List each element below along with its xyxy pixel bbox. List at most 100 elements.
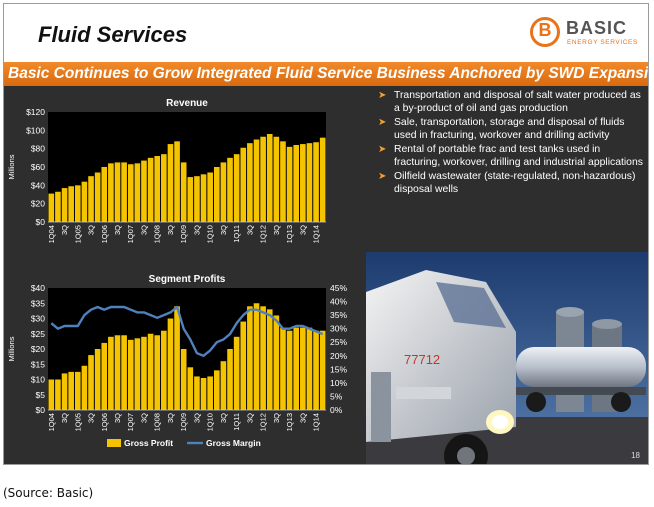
bullet-text: Transportation and disposal of salt wate…	[394, 90, 641, 114]
slide-header: Fluid Services B BASIC ENERGY SERVICES	[4, 4, 648, 62]
arrow-bullet-icon: ➤	[378, 90, 387, 101]
bullet-text: Oilfield wastewater (state-regulated, no…	[394, 171, 636, 195]
chart-title: Revenue	[166, 98, 208, 109]
bar	[240, 321, 247, 410]
bar	[134, 163, 141, 222]
x-tick-label: 3Q	[87, 413, 96, 423]
x-tick-label: 1Q13	[285, 413, 294, 431]
bar	[293, 327, 300, 410]
x-tick-label: 1Q12	[259, 413, 268, 431]
x-tick-label: 3Q	[139, 413, 148, 423]
bullet-item: ➤ Oilfield wastewater (state-regulated, …	[376, 171, 646, 196]
slide-title: Fluid Services	[38, 22, 188, 47]
headline-text: Basic Continues to Grow Integrated Fluid…	[8, 65, 649, 82]
gross-margin-line	[50, 305, 324, 358]
x-tick-label: 3Q	[192, 413, 201, 423]
y2-tick-label: 5%	[330, 391, 343, 401]
y-tick-label: $20	[31, 199, 45, 209]
legend-swatch-gross-profit	[107, 439, 121, 447]
bar	[167, 318, 174, 410]
bar	[200, 377, 207, 410]
bar	[147, 333, 154, 410]
x-tick-label: 1Q07	[126, 225, 135, 243]
x-tick-label: 1Q14	[312, 413, 321, 431]
bar	[174, 141, 180, 222]
bullet-text: Sale, transportation, storage and dispos…	[394, 117, 625, 141]
source-caption: (Source: Basic)	[3, 486, 94, 500]
slide: Fluid Services B BASIC ENERGY SERVICES B…	[3, 3, 649, 465]
bar	[319, 330, 326, 410]
bar	[266, 134, 273, 222]
bar	[286, 330, 293, 410]
y-tick-label: $80	[31, 144, 45, 154]
bar	[273, 315, 280, 410]
plot-area	[48, 112, 326, 222]
bar	[55, 191, 61, 222]
bar	[280, 327, 286, 410]
bar	[227, 349, 233, 410]
bar	[313, 330, 319, 410]
bar	[121, 162, 127, 222]
y2-tick-label: 25%	[330, 337, 347, 347]
y-tick-label: $15	[31, 359, 45, 369]
bar	[167, 144, 174, 222]
bar	[127, 339, 134, 410]
bar	[213, 370, 220, 410]
bar	[154, 335, 161, 410]
bullet-item: ➤ Transportation and disposal of salt wa…	[376, 90, 646, 115]
bar	[74, 371, 81, 410]
arrow-bullet-icon: ➤	[378, 117, 387, 128]
y-tick-label: $0	[36, 217, 46, 227]
y-axis-label: Millions	[7, 336, 16, 361]
bar	[121, 335, 127, 410]
bar	[194, 176, 200, 222]
x-tick-label: 3Q	[245, 225, 254, 235]
bar	[161, 330, 167, 410]
x-tick-label: 1Q05	[73, 225, 82, 243]
bar	[300, 327, 306, 410]
x-tick-label: 3Q	[60, 413, 69, 423]
bullet-item: ➤ Rental of portable frac and test tanks…	[376, 144, 646, 169]
bar	[48, 193, 55, 222]
logo-name: BASIC	[566, 18, 628, 38]
bar	[127, 164, 134, 222]
y-tick-label: $10	[31, 375, 45, 385]
bar	[74, 185, 81, 222]
arrow-bullet-icon: ➤	[378, 144, 387, 155]
bar	[161, 154, 167, 222]
bar	[306, 327, 313, 410]
y-axis-label: Millions	[7, 154, 16, 179]
bar	[101, 167, 108, 222]
bar	[247, 306, 253, 410]
headline-banner: Basic Continues to Grow Integrated Fluid…	[4, 62, 648, 86]
bar	[187, 177, 194, 222]
y2-tick-label: 10%	[330, 378, 347, 388]
y-tick-label: $30	[31, 314, 45, 324]
x-tick-label: 1Q04	[47, 413, 56, 431]
bar	[134, 338, 141, 410]
bar	[247, 143, 253, 222]
bar	[207, 172, 213, 222]
x-tick-label: 1Q11	[232, 225, 241, 243]
legend-label: Gross Margin	[206, 438, 261, 448]
x-tick-label: 1Q10	[206, 225, 215, 243]
bar	[194, 376, 200, 410]
bar	[220, 361, 227, 410]
y-tick-label: $60	[31, 162, 45, 172]
x-tick-label: 1Q09	[179, 225, 188, 243]
bar	[88, 355, 94, 410]
bar	[207, 376, 213, 410]
bullet-text: Rental of portable frac and test tanks u…	[394, 144, 643, 168]
segment-profits-chart: Segment Profits $0 $5 $10 $15 $20 $25 $30 $35 $40…	[7, 274, 347, 448]
bar	[260, 306, 266, 410]
x-tick-label: 1Q09	[179, 413, 188, 431]
bar	[114, 162, 121, 222]
y-tick-label: $100	[26, 125, 45, 135]
tanker-truck-illustration: 77712	[366, 252, 648, 464]
x-tick-label: 3Q	[272, 413, 281, 423]
y-tick-label: $25	[31, 329, 45, 339]
bar	[55, 379, 61, 410]
bar	[319, 137, 326, 222]
x-tick-label: 3Q	[272, 225, 281, 235]
arrow-bullet-icon: ➤	[378, 171, 387, 182]
